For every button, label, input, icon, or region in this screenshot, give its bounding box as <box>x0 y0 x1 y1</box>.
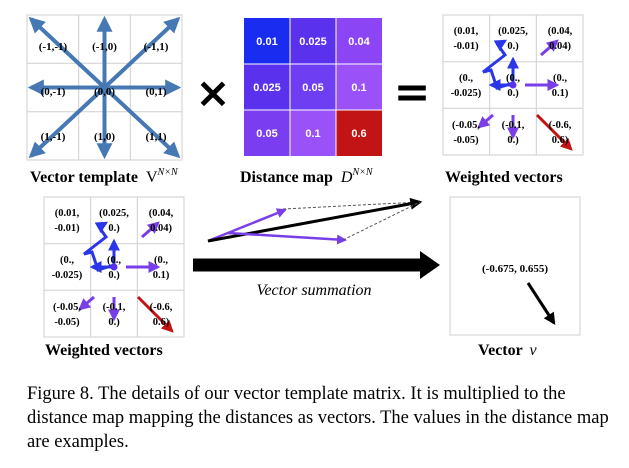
vector-template-diagram: (-1,-1) (-1,0) (-1,1) (0,-1) (0,0) (0,1)… <box>26 14 584 359</box>
template-arrow-up-left <box>28 16 106 89</box>
distance-cell <box>244 18 290 64</box>
result-vector-box: (-0.675, 0.655) <box>449 196 581 336</box>
distance-cell <box>290 64 336 110</box>
distance-cell <box>290 110 336 156</box>
result-vector-value: (-0.675, 0.655) <box>482 263 548 275</box>
weighted-label: (0.01, <box>55 208 80 219</box>
weighted-label: 0.) <box>108 317 120 328</box>
distance-value: 0.05 <box>256 128 277 140</box>
distance-value: 0.04 <box>348 36 370 48</box>
weighted-label: (0., <box>506 73 520 84</box>
weighted-label: (-0.05, <box>53 302 81 313</box>
weighted-label: -0.025) <box>451 88 482 99</box>
template-cell-label: (1,-1) <box>41 131 66 143</box>
vector-v-label: Vector v <box>478 342 537 359</box>
template-arrow-down-left <box>28 86 106 159</box>
template-cell-label: (1,1) <box>145 131 166 143</box>
weighted-label: (0.025, <box>498 26 528 37</box>
weighted-label: (0., <box>107 255 121 266</box>
template-cell-label: (-1,0) <box>92 41 117 53</box>
weighted-label: 0.6) <box>552 135 569 146</box>
template-arrows <box>27 15 182 160</box>
weighted-label: 0.) <box>507 41 519 52</box>
weighted-vectors-bottom-label: Weighted vectors <box>45 342 163 359</box>
weighted-label: -0.05) <box>54 317 80 328</box>
template-cell-label: (-1,-1) <box>39 41 68 53</box>
distance-cell <box>244 64 290 110</box>
distance-cell <box>290 18 336 64</box>
distance-cell <box>336 110 382 156</box>
weighted-label: 0.04) <box>549 41 571 52</box>
weighted-label: (0., <box>60 255 74 266</box>
weighted-label: 0.1) <box>552 88 569 99</box>
weighted-vectors-bottom: (0.01, -0.01) (0.025, 0.) (0.04, 0.04) (… <box>43 196 185 338</box>
weighted-label: (0.01, <box>454 26 479 37</box>
weighted-label: -0.05) <box>453 135 479 146</box>
weighted-label: (0., <box>459 73 473 84</box>
weighted-label: (0.025, <box>99 208 129 219</box>
template-cell-label: (0,-1) <box>41 86 66 98</box>
weighted-label: (-0.6, <box>150 302 173 313</box>
distance-value: 0.6 <box>351 128 366 140</box>
template-cell-label: (0,1) <box>145 86 166 98</box>
distance-value: 0.05 <box>302 82 323 94</box>
template-cell-label: (0,0) <box>94 86 115 98</box>
multiply-symbol: × <box>195 68 230 117</box>
equals-symbol: = <box>394 67 431 118</box>
distance-map-label: Distance map DN×N <box>240 167 374 186</box>
result-vector-arrow <box>526 282 556 326</box>
weighted-label: 0.) <box>108 223 120 234</box>
vector-summation-illustration <box>193 197 440 279</box>
template-arrow-down-right <box>103 86 181 159</box>
weighted-label: (0.04, <box>548 26 573 37</box>
weighted-label: (-0.6, <box>549 120 572 131</box>
vector-template-label: Vector template VN×N <box>30 167 179 186</box>
weighted-vectors-top-label: Weighted vectors <box>445 169 563 186</box>
weighted-vectors-top: (0.01, -0.01) (0.025, 0.) (0.04, 0.04) (… <box>442 14 584 156</box>
weighted-label: (0., <box>154 255 168 266</box>
summation-arrow-head <box>420 251 440 279</box>
weighted-label: (0., <box>553 73 567 84</box>
distance-map-grid: 0.01 0.025 0.04 0.025 0.05 0.1 0.05 0.1 … <box>244 18 382 156</box>
weighted-label: 0.6) <box>153 317 170 328</box>
weighted-label: (0.04, <box>149 208 174 219</box>
vector-template-grid: (-1,-1) (-1,0) (-1,1) (0,-1) (0,0) (0,1)… <box>26 14 183 161</box>
weighted-label: 0.) <box>507 88 519 99</box>
weighted-label: (-0.1, <box>103 302 126 313</box>
weighted-label: -0.01) <box>453 41 479 52</box>
distance-value: 0.1 <box>351 82 366 94</box>
weighted-label: 0.04) <box>150 223 172 234</box>
distance-cell <box>336 18 382 64</box>
distance-cell <box>336 64 382 110</box>
template-arrow-up-right <box>103 16 181 89</box>
distance-value: 0.1 <box>305 128 320 140</box>
weighted-label: (-0.1, <box>502 120 525 131</box>
weighted-label: (-0.05, <box>452 120 480 131</box>
figure-caption: Figure 8. The details of our vector temp… <box>27 384 609 452</box>
distance-value: 0.01 <box>256 36 277 48</box>
weighted-label: -0.025) <box>52 270 83 281</box>
template-center-dot <box>100 83 109 92</box>
vector-summation-label: Vector summation <box>256 282 371 299</box>
weighted-label: 0.) <box>507 135 519 146</box>
distance-value: 0.025 <box>253 82 281 94</box>
weighted-label: 0.) <box>108 270 120 281</box>
template-cell-label: (-1,1) <box>144 41 169 53</box>
distance-value: 0.025 <box>299 36 327 48</box>
weighted-label: 0.1) <box>153 270 170 281</box>
template-cell-label: (1,0) <box>94 131 115 143</box>
distance-cell <box>244 110 290 156</box>
weighted-label: -0.01) <box>54 223 80 234</box>
